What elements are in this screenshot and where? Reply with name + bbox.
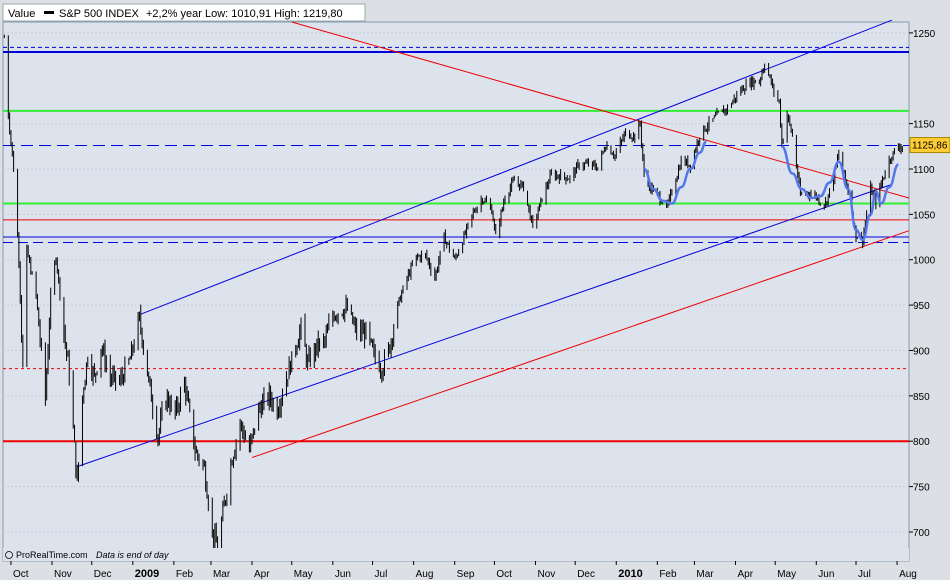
legend-stats: +2,2% year Low: 1010,91 High: 1219,80 [146, 8, 343, 20]
last-price-value: 1125,86 [912, 141, 948, 152]
y-tick-label: 1150 [913, 120, 935, 131]
y-tick-label: 800 [913, 437, 930, 448]
footer-brand: ProRealTime.com [16, 550, 88, 560]
x-tick-label: 2010 [618, 568, 642, 580]
x-tick-label: Mar [213, 569, 231, 580]
x-tick-label: Nov [54, 569, 72, 580]
x-axis: Oct Nov Dec 2009 Feb Mar Apr May Jun Jul Aug Sep Oct… [10, 561, 917, 580]
x-tick-label: Jun [335, 569, 351, 580]
x-tick-label: Sep [457, 569, 475, 580]
x-tick-label: May [294, 569, 313, 580]
trendlines [77, 19, 910, 468]
x-tick-label: Aug [416, 569, 434, 580]
smoothed-curves [643, 140, 900, 242]
footer-bg [3, 548, 909, 561]
y-tick-label: 1100 [913, 165, 935, 176]
x-tick-label: May [777, 569, 796, 580]
footer-note: Data is end of day [96, 550, 169, 560]
plot-area [2, 21, 910, 562]
trendline [77, 183, 892, 468]
y-tick-label: 1250 [913, 29, 936, 40]
y-tick-label: 900 [913, 346, 930, 357]
smoothed-curve [781, 145, 900, 242]
y-tick-label: 750 [913, 483, 930, 494]
y-tick-label: 950 [913, 301, 930, 312]
legend-series-name: S&P 500 INDEX [59, 8, 140, 20]
x-tick-label: Nov [537, 569, 555, 580]
x-tick-label: Mar [696, 569, 714, 580]
x-tick-label: Dec [577, 569, 595, 580]
legend-box [2, 3, 366, 22]
horizontal-levels [3, 46, 909, 559]
y-tick-label: 1050 [913, 210, 936, 221]
y-tick-label: 700 [913, 528, 930, 539]
x-tick-label: Oct [13, 569, 29, 580]
legend-value-label: Value [8, 8, 35, 20]
x-tick-label: Apr [737, 569, 753, 580]
y-tick-label: 850 [913, 392, 930, 403]
x-tick-label: 2009 [135, 568, 159, 580]
copyright-icon [5, 551, 13, 559]
x-tick-label: Jun [818, 569, 834, 580]
x-tick-label: Oct [496, 569, 512, 580]
trendline [291, 21, 910, 199]
x-tick-label: Feb [659, 569, 677, 580]
x-tick-label: Jul [375, 569, 388, 580]
last-price-tag [909, 137, 950, 154]
x-tick-label: Dec [94, 569, 112, 580]
legend-swatch-icon [44, 11, 54, 14]
y-axis: 700 750 800 850 900 950 1000 1050 1100 1150 1250 [909, 29, 936, 539]
x-tick-label: Jul [858, 569, 871, 580]
y-tick-label: 1000 [913, 256, 936, 267]
trendline [251, 230, 910, 459]
x-tick-label: Aug [899, 569, 917, 580]
trendline [140, 19, 892, 315]
smoothed-curve [643, 140, 707, 205]
x-tick-label: Feb [176, 569, 194, 580]
x-tick-label: Apr [254, 569, 270, 580]
